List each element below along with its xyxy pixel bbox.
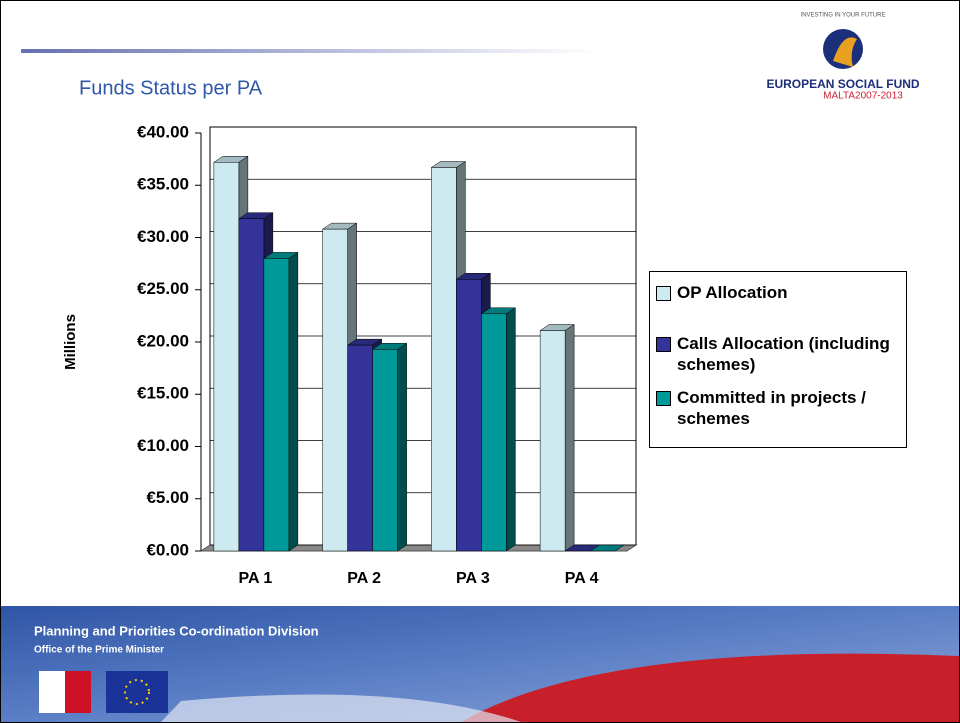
y-tick-label: €40.00 [137,122,189,141]
logo-tagline: INVESTING IN YOUR FUTURE [801,13,886,19]
bar-group [481,308,515,551]
bar [214,162,239,551]
bar [323,229,348,551]
x-tick-label: PA 3 [456,570,490,587]
bar-group [373,343,407,551]
logo-name: EUROPEAN SOCIAL FUND [766,77,919,91]
flag-red [65,671,91,713]
legend-label: Committed in projects / schemes [677,387,902,429]
legend-item: Calls Allocation (including schemes) [656,333,902,375]
y-tick-label: €15.00 [137,384,189,403]
x-tick-label: PA 4 [565,570,599,587]
bar [540,331,565,551]
y-tick-label: €30.00 [137,227,189,246]
title-rule [21,49,741,53]
y-tick-label: €25.00 [137,279,189,298]
legend-swatch [656,286,671,301]
legend-swatch [656,391,671,406]
x-tick-label: PA 2 [347,570,381,587]
footer-division: Planning and Priorities Co-ordination Di… [34,623,319,638]
legend-label: Calls Allocation (including schemes) [677,333,902,375]
legend-swatch [656,337,671,352]
y-tick-label: €10.00 [137,436,189,455]
y-tick-label: €20.00 [137,331,189,350]
logo-subtitle: MALTA2007-2013 [823,91,903,102]
eu-flag [106,671,168,713]
bar [264,258,289,551]
flag-white [39,671,65,713]
bar [481,314,506,551]
y-axis-label: Millions [62,314,79,370]
y-tick-label: €5.00 [146,488,189,507]
legend-item: Committed in projects / schemes [656,387,902,429]
bar-group [264,252,298,551]
y-tick-label: €35.00 [137,175,189,194]
footer-office: Office of the Prime Minister [34,645,164,656]
slide: Funds Status per PA INVESTING IN YOUR FU… [0,0,960,723]
bar-side [565,325,574,551]
legend-label: OP Allocation [677,282,788,303]
bar [239,219,264,551]
y-tick-label: €0.00 [146,540,189,559]
flag-blue [106,671,168,713]
bar-side [289,252,298,551]
bar-group [540,325,574,551]
slide-title: Funds Status per PA [79,77,263,99]
x-tick-label: PA 1 [238,570,272,587]
bar-side [506,308,515,551]
logo: INVESTING IN YOUR FUTURE EUROPEAN SOCIAL… [759,9,927,102]
bar [456,279,481,551]
bar [348,345,373,551]
bar [431,167,456,551]
bar [373,349,398,551]
malta-flag [39,671,91,713]
legend-item: OP Allocation [656,282,902,303]
bar-side [398,343,407,551]
legend: OP Allocation Calls Allocation (including… [649,271,907,448]
